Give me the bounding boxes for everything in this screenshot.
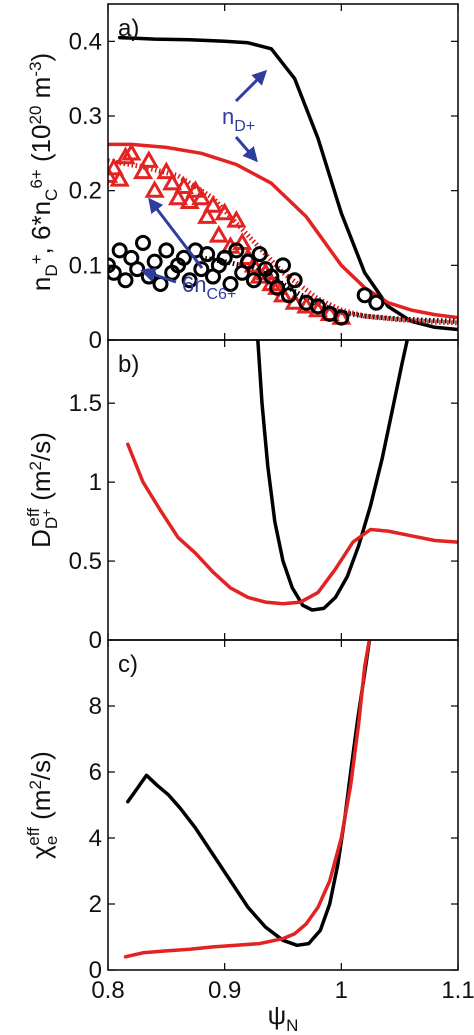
y-tick-label: 1.5 xyxy=(69,390,102,417)
y-tick-label: 0.3 xyxy=(69,103,102,130)
series-4-point xyxy=(226,210,247,228)
annotation-nd-arrow-upper xyxy=(234,69,268,103)
y-tick-label: 0 xyxy=(89,957,102,984)
series-5-point xyxy=(356,287,373,304)
series-5-point xyxy=(245,272,262,289)
series-0-line xyxy=(126,640,372,948)
panel-b-y-axis-label: DD+eff (m2/s) xyxy=(24,432,61,548)
series-5-point xyxy=(181,272,198,289)
series-4-point xyxy=(243,254,264,273)
x-axis-label: ψN xyxy=(268,1000,299,1035)
series-4-point xyxy=(108,157,124,176)
series-5-point xyxy=(269,279,286,296)
annotation-nc-arrow-upper xyxy=(148,197,204,269)
y-tick-label: 1 xyxy=(89,469,102,496)
panel-a-y-ticks: 0 0.1 0.2 0.3 0.4 xyxy=(69,4,459,354)
series-4-point xyxy=(132,161,154,180)
x-tick-label: 0.8 xyxy=(91,977,124,1004)
y-tick-label: 0.2 xyxy=(69,178,102,205)
series-5-point xyxy=(135,234,151,251)
series-5-point xyxy=(175,249,192,266)
panel-a-label: a) xyxy=(118,15,139,42)
series-5-point xyxy=(310,298,326,315)
series-5-point xyxy=(368,294,385,311)
series-5-point xyxy=(111,242,128,259)
series-4-point xyxy=(138,150,159,168)
panel-c-label: c) xyxy=(118,651,138,678)
series-1-line xyxy=(123,640,372,959)
series-5-point xyxy=(193,261,210,278)
panel-c-y-axis-label: χeeff (m2/s) xyxy=(24,751,61,859)
y-tick-label: 4 xyxy=(89,825,102,852)
series-5-point xyxy=(222,276,239,292)
y-tick-label: 0 xyxy=(89,327,102,354)
series-5-point xyxy=(158,242,175,259)
series-5-point xyxy=(333,309,350,326)
series-4-point xyxy=(208,224,229,243)
series-0-line xyxy=(256,340,410,612)
panel-c-frame xyxy=(107,639,459,971)
series-4-point xyxy=(156,161,177,180)
panel-b-frame xyxy=(107,339,459,641)
series-2-line xyxy=(108,158,458,326)
series-5-point xyxy=(251,246,268,263)
y-tick-label: 0.1 xyxy=(69,252,102,279)
series-4-point xyxy=(167,187,189,206)
x-tick-label: 1.1 xyxy=(441,977,474,1004)
series-5-point xyxy=(146,253,163,270)
series-4-point xyxy=(202,195,224,213)
series-4-point xyxy=(191,187,212,206)
panel-a-marks xyxy=(108,35,458,332)
series-5-point xyxy=(108,264,122,281)
series-5-point xyxy=(280,287,297,304)
panel-b: 0 0.5 1 1.5 b) DD+eff (m2/s) xyxy=(24,339,459,654)
annotation-nd: nD+ xyxy=(222,69,268,163)
series-1-line xyxy=(126,442,458,606)
series-5-point xyxy=(199,246,216,263)
annotation-nc: 6nC6+ xyxy=(140,197,236,303)
y-tick-label: 0.5 xyxy=(69,548,102,575)
series-5-point xyxy=(275,257,291,274)
series-1-line xyxy=(108,142,458,320)
series-5-point xyxy=(216,249,233,266)
series-5-point xyxy=(228,242,245,259)
panel-b-label: b) xyxy=(118,351,139,378)
series-5-point xyxy=(286,272,303,289)
series-4-point xyxy=(115,146,136,165)
panel-a: 00.10.20.30.4 a) nD+, 6*nC6+ (1020 m-3) … xyxy=(26,3,459,354)
panel-c: 0 2 4 6 8 0.8 0.9 1 1.1 c) χeeff (m2/s) ψN xyxy=(24,639,474,1035)
annotation-nd-label: nD+ xyxy=(222,104,255,135)
panel-c-marks xyxy=(123,640,372,959)
panel-b-y-ticks: 0 0.5 1 1.5 xyxy=(69,340,459,654)
series-4-point xyxy=(144,180,165,198)
panel-a-y-axis-label: nD+, 6*nC6+ (1020 m-3) xyxy=(26,53,61,291)
annotation-nc-arrow-lower xyxy=(140,267,177,284)
series-4-point xyxy=(121,142,142,161)
y-tick-label: 2 xyxy=(89,891,102,918)
series-4-point xyxy=(185,180,206,198)
series-4-point xyxy=(214,202,235,221)
series-4-point xyxy=(173,176,194,195)
y-tick-label: 8 xyxy=(89,693,102,720)
series-5-point xyxy=(117,272,134,289)
annotation-nd-arrow-lower xyxy=(234,136,258,163)
series-4-point xyxy=(162,172,183,191)
series-4-point xyxy=(197,206,218,224)
series-4-point xyxy=(179,191,200,209)
panel-c-y-ticks: 0 2 4 6 8 xyxy=(89,640,459,984)
y-tick-label: 6 xyxy=(89,759,102,786)
x-tick-label: 1 xyxy=(335,977,348,1004)
series-4-point xyxy=(109,168,130,187)
annotation-nc-label: 6nC6+ xyxy=(182,272,236,303)
x-tick-label: 0.9 xyxy=(208,977,241,1004)
y-tick-label: 0 xyxy=(89,627,102,654)
panel-b-marks xyxy=(126,340,458,612)
series-4-point xyxy=(307,299,329,318)
y-tick-label: 0.4 xyxy=(69,28,102,55)
series-5-point xyxy=(240,253,256,270)
panel-c-x-ticks: 0.8 0.9 1 1.1 xyxy=(91,977,474,1004)
